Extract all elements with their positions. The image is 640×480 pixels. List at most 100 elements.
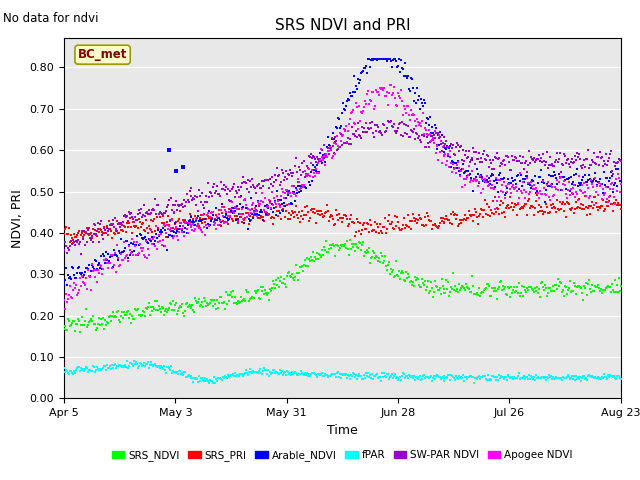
Point bbox=[485, 177, 495, 184]
Point bbox=[507, 184, 517, 192]
Point bbox=[522, 211, 532, 219]
Point bbox=[376, 378, 386, 385]
Point bbox=[577, 374, 587, 382]
Point bbox=[311, 167, 321, 175]
Point bbox=[449, 208, 459, 216]
Point bbox=[431, 282, 441, 289]
Point bbox=[387, 371, 397, 378]
Point bbox=[161, 369, 171, 377]
Point bbox=[202, 215, 212, 223]
Point bbox=[413, 216, 423, 224]
Point bbox=[529, 154, 540, 162]
Point bbox=[188, 218, 198, 226]
Point bbox=[593, 191, 603, 198]
Point bbox=[272, 187, 282, 195]
Point bbox=[79, 322, 89, 329]
Point bbox=[186, 221, 196, 229]
Point bbox=[132, 224, 143, 232]
Point bbox=[98, 235, 108, 242]
Point bbox=[508, 286, 518, 294]
Point bbox=[461, 216, 472, 224]
Point bbox=[536, 167, 546, 174]
Point bbox=[399, 276, 409, 284]
Point bbox=[279, 275, 289, 282]
Point bbox=[424, 287, 435, 295]
Point bbox=[431, 283, 442, 291]
Point bbox=[88, 238, 98, 246]
Point bbox=[483, 179, 493, 186]
Point bbox=[223, 216, 234, 224]
Point bbox=[247, 210, 257, 218]
Point bbox=[376, 84, 387, 92]
Point bbox=[75, 238, 85, 245]
Point bbox=[74, 317, 84, 324]
Point bbox=[584, 372, 594, 379]
Point bbox=[419, 124, 429, 132]
Point bbox=[595, 204, 605, 212]
Point bbox=[63, 315, 73, 323]
Point bbox=[572, 191, 582, 198]
Point bbox=[181, 299, 191, 307]
Point bbox=[470, 374, 481, 382]
Point bbox=[184, 220, 195, 228]
Point bbox=[179, 216, 189, 224]
Point bbox=[333, 142, 343, 149]
Point bbox=[563, 187, 573, 194]
Point bbox=[355, 132, 365, 140]
Point bbox=[109, 261, 119, 269]
Point bbox=[214, 210, 225, 218]
Point bbox=[479, 372, 490, 380]
Point bbox=[406, 127, 417, 135]
Point bbox=[204, 207, 214, 215]
Point bbox=[574, 282, 584, 290]
Point bbox=[511, 202, 522, 209]
Point bbox=[147, 228, 157, 236]
Point bbox=[177, 228, 187, 236]
Point bbox=[500, 373, 510, 381]
Point bbox=[546, 372, 556, 380]
Point bbox=[190, 375, 200, 383]
Point bbox=[100, 229, 111, 237]
Point bbox=[367, 118, 377, 126]
Point bbox=[417, 221, 428, 228]
Point bbox=[564, 160, 574, 168]
Point bbox=[383, 89, 394, 96]
Point bbox=[358, 65, 369, 72]
Point bbox=[294, 163, 304, 170]
Point bbox=[550, 183, 560, 191]
Point bbox=[190, 212, 200, 220]
Point bbox=[79, 367, 89, 375]
Point bbox=[100, 363, 110, 371]
Point bbox=[582, 178, 592, 185]
Point bbox=[127, 315, 138, 323]
Point bbox=[172, 225, 182, 233]
Point bbox=[166, 216, 177, 223]
Point bbox=[141, 306, 152, 313]
Point bbox=[134, 240, 145, 248]
Point bbox=[567, 372, 577, 380]
Point bbox=[532, 155, 542, 162]
Point bbox=[276, 192, 286, 200]
Point bbox=[220, 204, 230, 211]
Point bbox=[579, 180, 589, 187]
Point bbox=[173, 367, 184, 375]
Point bbox=[560, 374, 570, 382]
Point bbox=[512, 187, 522, 195]
Point bbox=[191, 216, 202, 223]
Point bbox=[378, 373, 388, 381]
Point bbox=[460, 373, 470, 381]
Point bbox=[65, 367, 75, 374]
Point bbox=[593, 206, 603, 214]
Point bbox=[182, 196, 193, 204]
Point bbox=[189, 218, 200, 226]
Point bbox=[154, 302, 164, 310]
Point bbox=[467, 174, 477, 182]
Point bbox=[387, 91, 397, 98]
Point bbox=[80, 365, 90, 373]
Point bbox=[254, 200, 264, 208]
Point bbox=[547, 160, 557, 168]
Point bbox=[75, 269, 85, 276]
Point bbox=[458, 160, 468, 168]
Point bbox=[106, 317, 116, 324]
Point bbox=[195, 215, 205, 222]
